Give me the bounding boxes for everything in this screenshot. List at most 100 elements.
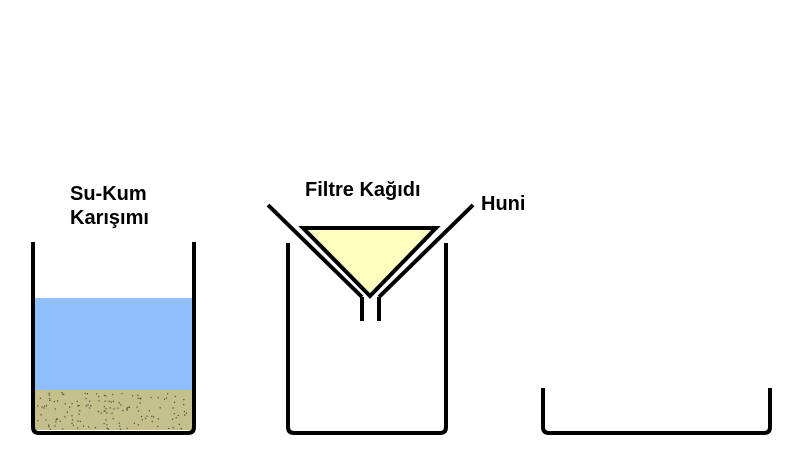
sand-grain — [146, 415, 148, 417]
sand-grain — [79, 420, 81, 423]
sand-grain — [77, 427, 79, 429]
sand-grain — [118, 402, 120, 404]
sand-grain — [71, 422, 73, 424]
sand-grain — [54, 425, 56, 427]
sand-grain — [40, 414, 42, 416]
sand-grain — [72, 424, 74, 426]
sand-grain — [128, 406, 130, 408]
sand-grain — [118, 422, 120, 424]
sand-grain — [112, 393, 114, 396]
sand-layer — [35, 390, 192, 430]
sand-grain — [159, 407, 161, 409]
filter-beaker — [286, 243, 448, 435]
sand-grain — [79, 410, 81, 412]
sand-grain — [174, 395, 176, 398]
sand-grain — [168, 427, 170, 429]
sand-grain — [139, 402, 141, 404]
sand-grain — [171, 418, 174, 420]
sand-grain — [37, 405, 39, 407]
sand-grain — [139, 397, 141, 399]
sand-grain — [106, 424, 108, 426]
sand-grain — [184, 414, 186, 416]
sand-grain — [97, 410, 100, 413]
filter-beaker-outline — [286, 243, 448, 435]
sand-grain — [54, 408, 56, 410]
sand-grain — [137, 394, 139, 396]
sand-grain — [144, 417, 147, 419]
sand-grain — [88, 426, 90, 428]
sand-grain — [98, 400, 100, 402]
sand-grain — [78, 413, 80, 415]
sand-grain — [157, 397, 159, 399]
sand-grain — [104, 410, 106, 412]
sand-grain — [45, 405, 48, 407]
sand-grain — [183, 404, 185, 406]
filter-paper-label: Filtre Kağıdı — [305, 179, 421, 201]
sand-grain — [106, 412, 108, 414]
sand-grain — [105, 395, 107, 397]
sand-grain — [53, 401, 55, 403]
sand-grain — [120, 404, 122, 406]
sand-grain — [183, 399, 185, 401]
sand-grain — [84, 392, 86, 394]
sand-grain — [37, 420, 39, 422]
sand-grain — [71, 403, 73, 405]
sand-grain — [90, 405, 92, 407]
sand-grain — [150, 396, 152, 399]
sand-grain — [89, 400, 91, 402]
sand-grain — [86, 393, 89, 395]
sand-grain — [180, 427, 182, 430]
sand-grain — [56, 400, 59, 402]
sand-grain — [83, 425, 85, 427]
sand-grain — [49, 399, 51, 401]
sand-grain — [43, 407, 45, 409]
sand-grain — [49, 398, 51, 400]
sand-grain — [98, 396, 100, 398]
sand-grain — [103, 423, 105, 425]
sand-grain — [96, 393, 98, 395]
sand-grain — [71, 415, 73, 417]
sand-grain — [105, 408, 107, 410]
sand-grain — [77, 405, 79, 407]
sand-grain — [109, 407, 111, 409]
sand-grain — [56, 418, 58, 420]
sand-grain — [76, 400, 78, 402]
sand-grain — [137, 424, 139, 426]
mixture-label-line2: Karışımı — [70, 207, 149, 229]
sand-grain — [45, 419, 47, 421]
sand-grain — [121, 392, 123, 395]
sand-grains — [37, 392, 187, 430]
sand-grain — [173, 413, 175, 415]
sand-grain — [55, 419, 57, 421]
empty-container-outline — [541, 388, 772, 435]
sand-grain — [165, 397, 168, 399]
sand-grain — [140, 415, 143, 418]
mixture-label-line1: Su-Kum — [70, 183, 147, 205]
sand-grain — [126, 407, 128, 409]
sand-grain — [47, 424, 50, 426]
sand-grain — [39, 397, 41, 399]
sand-grain — [59, 420, 61, 422]
sand-grain — [178, 423, 180, 425]
sand-grain — [48, 392, 50, 394]
empty-container — [541, 388, 772, 435]
sand-grain — [78, 405, 80, 407]
sand-grain — [106, 427, 108, 429]
sand-grain — [119, 428, 122, 430]
sand-grain — [157, 425, 159, 427]
sand-grain — [44, 405, 46, 407]
mixture-beaker — [31, 242, 196, 435]
sand-grain — [119, 425, 121, 427]
sand-grain — [172, 407, 174, 409]
sand-grain — [69, 406, 71, 408]
mixture-beaker-outline — [31, 242, 196, 435]
sand-grain — [49, 428, 51, 430]
sand-grain — [151, 420, 153, 423]
sand-grain — [111, 412, 113, 414]
sand-grain — [175, 417, 177, 419]
sand-grain — [177, 414, 179, 417]
sand-grain — [112, 418, 114, 420]
sand-grain — [87, 404, 89, 406]
sand-grain — [55, 421, 57, 423]
